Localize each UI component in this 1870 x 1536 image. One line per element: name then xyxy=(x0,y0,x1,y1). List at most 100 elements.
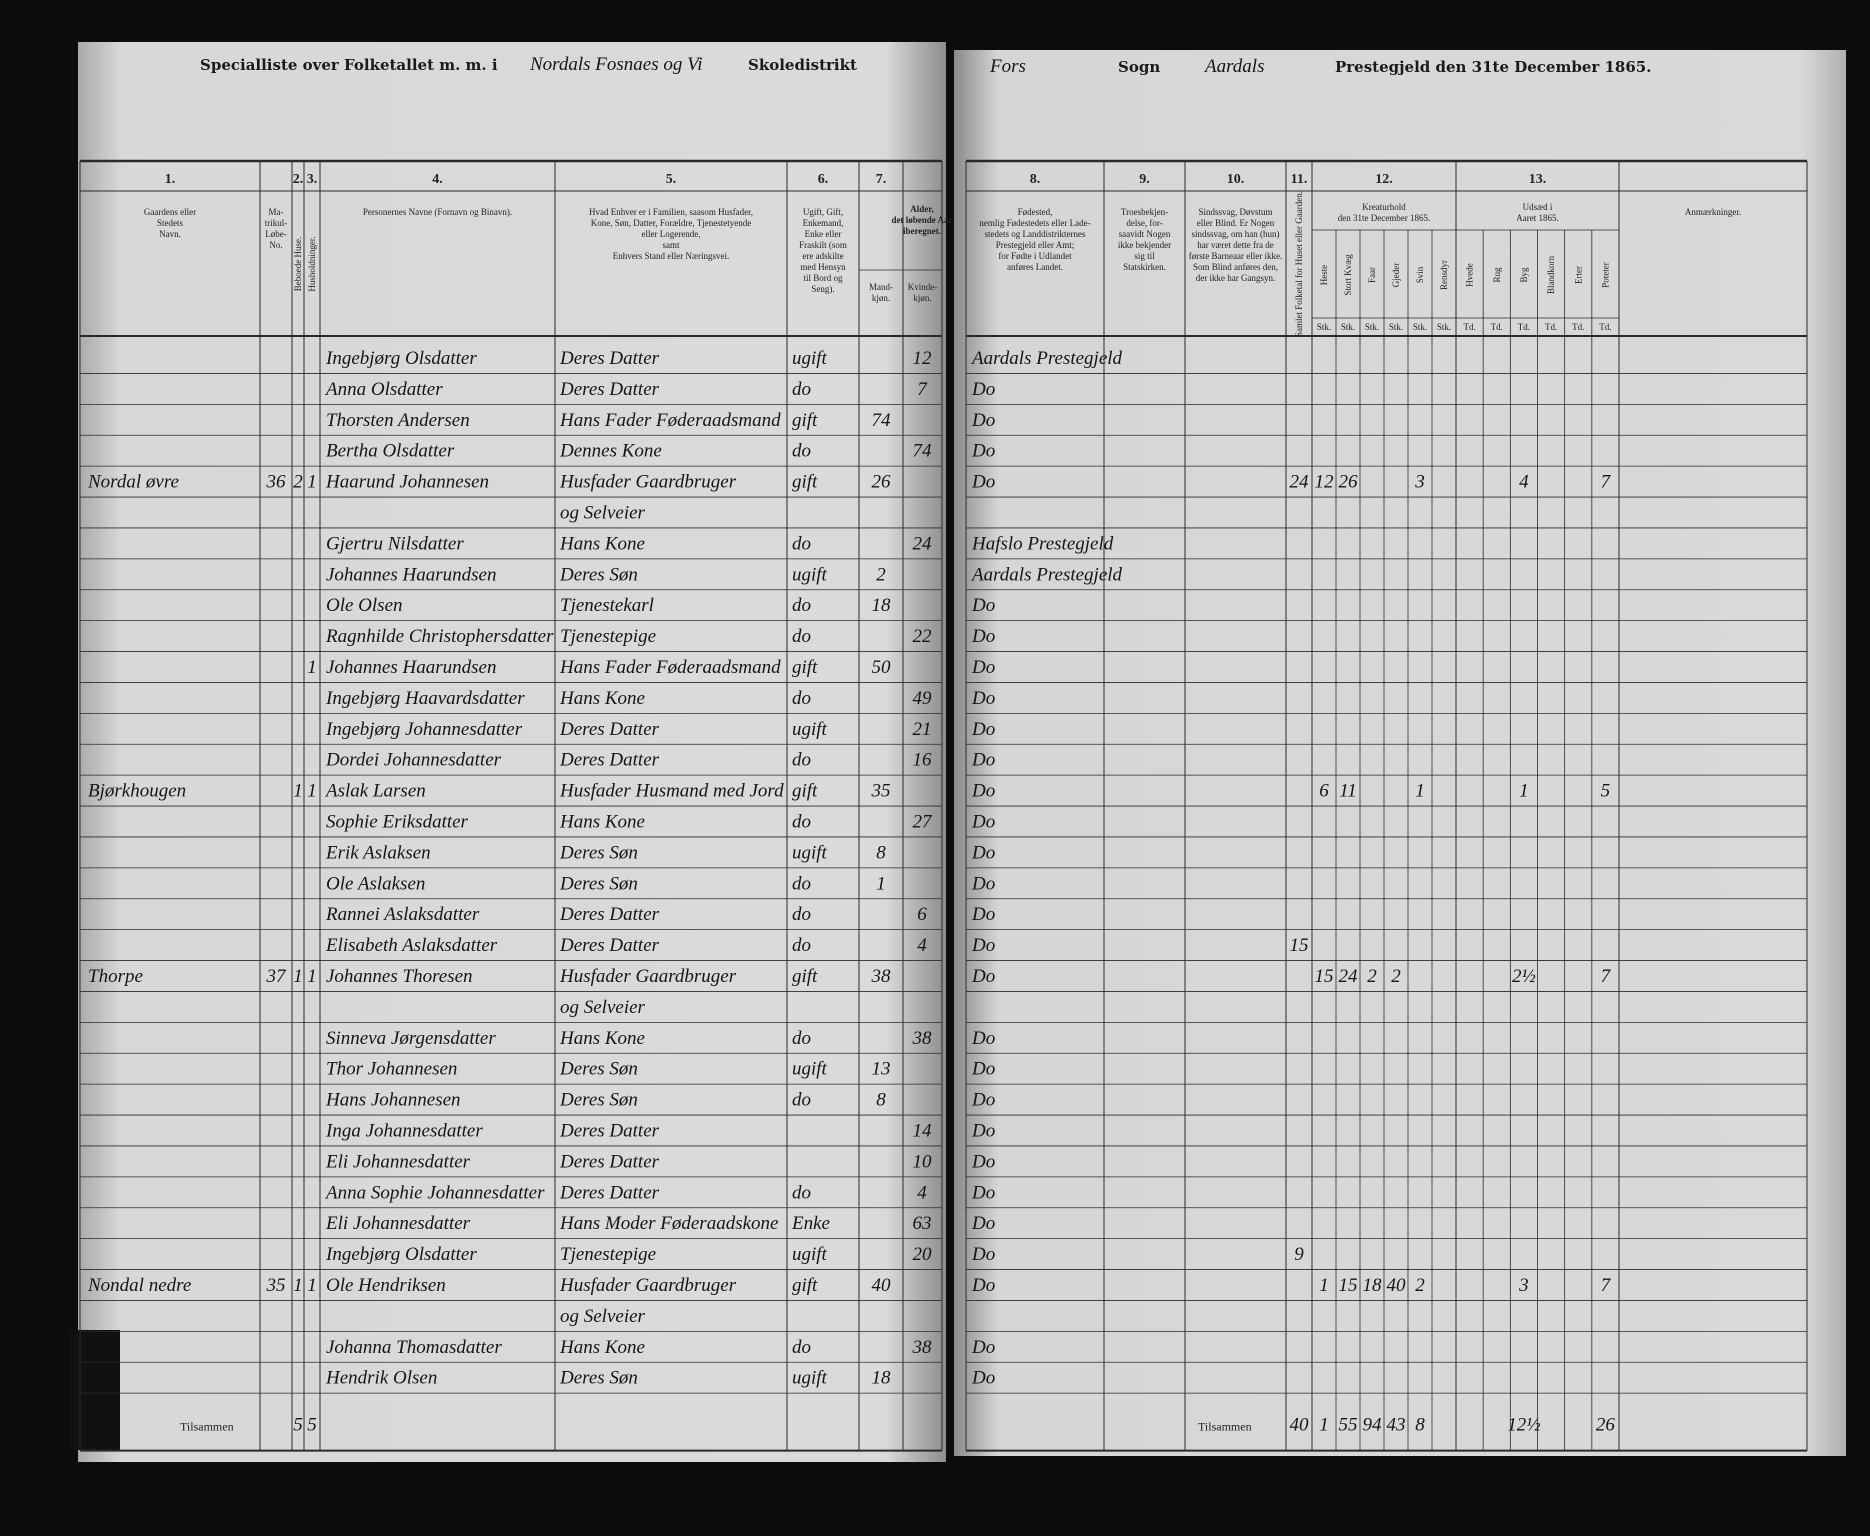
crop-amount: 3 xyxy=(1518,1275,1529,1296)
crop-amount: 4 xyxy=(1519,472,1529,493)
birthplace: Do xyxy=(971,842,995,863)
column-number: 10. xyxy=(1227,172,1245,187)
position: og Selveier xyxy=(560,503,646,524)
crop-header: Poteter xyxy=(1600,262,1610,288)
livestock-count: 3 xyxy=(1414,472,1425,493)
name: Elisabeth Aslaksdatter xyxy=(325,935,498,956)
column-number: 9. xyxy=(1139,172,1150,187)
name: Thor Johannesen xyxy=(326,1059,457,1080)
column-header: eller Blind. Er Nogen xyxy=(1197,218,1275,228)
position: Hans Kone xyxy=(559,688,645,709)
column-header: Seng). xyxy=(811,284,834,294)
livestock-count: 6 xyxy=(1319,781,1329,802)
position: Deres Søn xyxy=(559,1368,638,1389)
position: Deres Datter xyxy=(559,1182,660,1203)
name: Sophie Eriksdatter xyxy=(326,812,469,833)
civil: do xyxy=(792,688,811,709)
civil: gift xyxy=(792,472,818,493)
column-header: Enhvers Stand eller Næringsvei. xyxy=(613,251,729,261)
crop-amount: 5 xyxy=(1601,781,1611,802)
civil: Enke xyxy=(791,1213,830,1234)
livestock-count: 1 xyxy=(1319,1275,1329,1296)
position: Hans Kone xyxy=(559,533,645,554)
unit: Stk. xyxy=(1341,322,1355,332)
birthplace: Do xyxy=(971,904,995,925)
age-f: 20 xyxy=(913,1244,933,1265)
column-number: 1. xyxy=(165,172,176,187)
totals-label: Tilsammen xyxy=(180,1420,234,1434)
position: og Selveier xyxy=(560,997,646,1018)
name: Rannei Aslaksdatter xyxy=(325,904,480,925)
column-number: 3. xyxy=(307,172,318,187)
age-group-header: Alder, xyxy=(910,204,933,214)
birthplace: Do xyxy=(971,1337,995,1358)
position: Deres Datter xyxy=(559,750,660,771)
livestock-count: 26 xyxy=(1339,472,1359,493)
column-header: Samlet Folketal for Huset eller Gaarden. xyxy=(1294,191,1304,337)
age-f: 12 xyxy=(913,348,933,369)
age-m: 74 xyxy=(872,410,892,431)
birthplace: Do xyxy=(971,657,995,678)
livestock-header: Faar xyxy=(1367,267,1377,283)
name: Inga Johannesdatter xyxy=(325,1121,483,1142)
households: 1 xyxy=(307,966,317,987)
livestock-count: 24 xyxy=(1339,966,1359,987)
name: Ole Aslaksen xyxy=(326,873,425,894)
birthplace: Do xyxy=(971,750,995,771)
age-m: 13 xyxy=(872,1059,891,1080)
civil: ugift xyxy=(792,348,828,369)
age-m: 18 xyxy=(872,1368,892,1389)
birthplace: Do xyxy=(971,1059,995,1080)
unit: Td. xyxy=(1463,322,1475,332)
column-header: Gaardens eller xyxy=(144,207,196,217)
folketal: 15 xyxy=(1290,935,1309,956)
unit: Stk. xyxy=(1413,322,1427,332)
column-header: kjøn. xyxy=(913,293,931,303)
birthplace: Do xyxy=(971,1090,995,1111)
birthplace: Do xyxy=(971,1151,995,1172)
column-header: ikke bekjender xyxy=(1118,240,1171,250)
name: Ole Olsen xyxy=(326,595,403,616)
folketal: 24 xyxy=(1290,472,1310,493)
name: Johannes Haarundsen xyxy=(326,564,496,585)
column-header: trikul- xyxy=(265,218,288,228)
civil: gift xyxy=(792,657,818,678)
livestock-header: Rensdyr xyxy=(1439,260,1449,290)
position: Hans Kone xyxy=(559,1028,645,1049)
households: 1 xyxy=(307,472,317,493)
birthplace: Do xyxy=(971,1244,995,1265)
farm: Thorpe xyxy=(88,966,143,987)
livestock-header: Svin xyxy=(1415,266,1425,283)
livestock-count: 15 xyxy=(1339,1275,1358,1296)
column-header: Anmærkninger. xyxy=(1685,207,1741,217)
title-suffix: Skoledistrikt xyxy=(748,56,857,74)
houses: 2 xyxy=(293,472,303,493)
column-header: til Bord og xyxy=(803,273,843,283)
civil: do xyxy=(792,1337,811,1358)
civil: ugift xyxy=(792,1244,828,1265)
unit: Td. xyxy=(1518,322,1530,332)
unit: Stk. xyxy=(1437,322,1451,332)
position: Deres Datter xyxy=(559,1151,660,1172)
position: Deres Datter xyxy=(559,1121,660,1142)
birthplace: Do xyxy=(971,1182,995,1203)
birthplace: Do xyxy=(971,441,995,462)
civil: do xyxy=(792,595,811,616)
total-folketal: 40 xyxy=(1290,1415,1310,1436)
name: Hendrik Olsen xyxy=(325,1368,437,1389)
crop-header: Hvede xyxy=(1465,263,1475,287)
column-header: Sindssvag, Døvstum xyxy=(1198,207,1272,217)
column-header: Husholdninger. xyxy=(307,236,317,291)
birthplace: Do xyxy=(971,472,995,493)
age-f: 24 xyxy=(913,533,933,554)
birthplace: Do xyxy=(971,812,995,833)
title-prestegjeld-name: Aardals xyxy=(1203,56,1264,77)
age-f: 38 xyxy=(912,1337,933,1358)
position: Tjenestekarl xyxy=(560,595,654,616)
column-header: Fødested, xyxy=(1018,207,1053,217)
position: Hans Kone xyxy=(559,812,645,833)
civil: do xyxy=(792,812,811,833)
age-group-header: det løbende Aar xyxy=(891,215,952,225)
